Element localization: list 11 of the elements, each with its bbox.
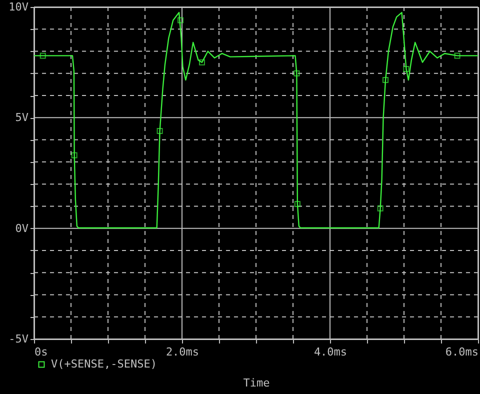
x-tick-label: 0s (34, 346, 48, 358)
x-tick-label: 2.0ms (166, 346, 200, 358)
line-series (33, 12, 479, 228)
x-tick-label: 6.0ms (445, 346, 478, 358)
y-tick-label: 10V (8, 0, 29, 14)
y-tick-label: 5V (15, 111, 29, 124)
legend-label: V(+SENSE,-SENSE) (51, 358, 157, 370)
y-tick-label: -5V (8, 332, 29, 346)
x-axis-title: Time (243, 376, 270, 390)
y-tick-label: 0V (15, 222, 29, 235)
x-tick-label: 4.0ms (314, 346, 348, 358)
